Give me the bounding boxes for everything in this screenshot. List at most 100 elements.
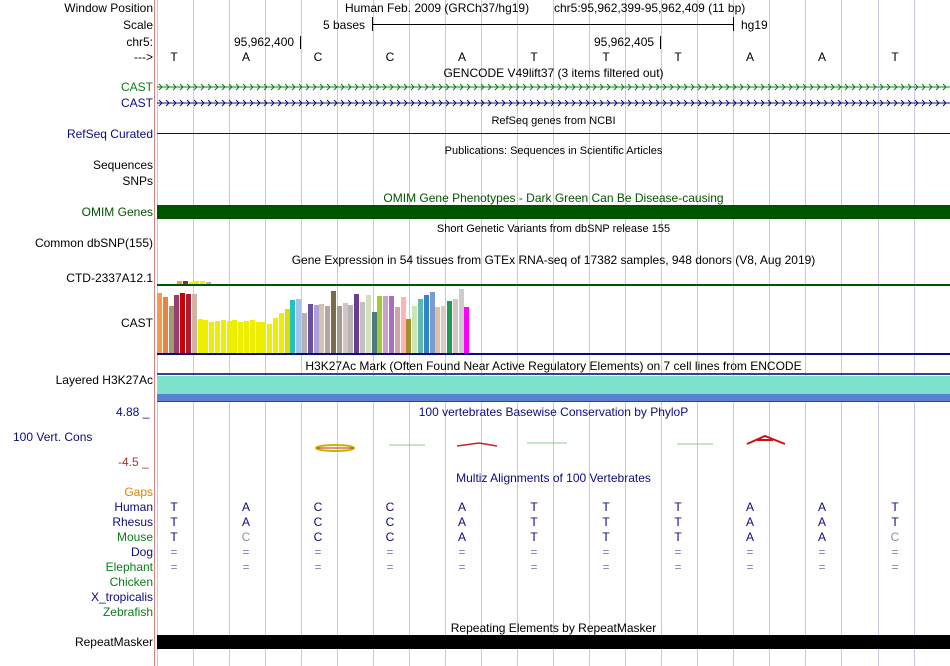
gtex-tissue-bar[interactable]: [244, 321, 249, 353]
gtex-tissue-bar[interactable]: [182, 281, 188, 284]
coord-tick-2: [660, 36, 661, 49]
gtex-tissue-bar[interactable]: [220, 320, 226, 353]
gtex-tissue-bar[interactable]: [336, 306, 342, 353]
gtex-tissue-bar[interactable]: [429, 292, 435, 353]
species-label[interactable]: Mouse: [116, 530, 153, 544]
species-label[interactable]: Elephant: [105, 560, 153, 574]
gtex-tissue-bar[interactable]: [319, 304, 325, 353]
species-label[interactable]: Dog: [130, 545, 153, 559]
alignment-base: A: [241, 515, 250, 529]
gtex-tissue-bar[interactable]: [267, 324, 273, 353]
alignment-base: T: [674, 515, 682, 529]
gtex-tissue-bar[interactable]: [307, 304, 313, 353]
gtex-tissue-bar[interactable]: [206, 282, 211, 284]
gtex-tissue-bar[interactable]: [325, 306, 331, 353]
gtex-tissue-bar[interactable]: [168, 306, 174, 353]
gtex-tissue-bar[interactable]: [406, 319, 412, 353]
gtex-tissue-bar[interactable]: [342, 303, 348, 353]
species-label[interactable]: Chicken: [109, 575, 153, 589]
gtex-tissue-bar[interactable]: [188, 282, 194, 284]
repeat-label[interactable]: RepeatMasker: [74, 635, 153, 649]
gtex-tissue-bar[interactable]: [209, 322, 215, 353]
alignment-base: T: [602, 515, 610, 529]
gtex-tissue-bar[interactable]: [458, 289, 464, 353]
gtex-tissue-bar[interactable]: [400, 297, 406, 353]
omim-label[interactable]: OMIM Genes: [81, 205, 153, 219]
reference-base: T: [170, 50, 178, 64]
gtex-tissue-bar[interactable]: [273, 318, 278, 353]
gtex-tissue-bar[interactable]: [197, 319, 203, 353]
gencode-item-label-1[interactable]: CAST: [120, 80, 153, 94]
gtex-tissue-bar[interactable]: [238, 322, 244, 353]
alignment-base: T: [891, 500, 899, 514]
gtex-item-label-2[interactable]: CAST: [120, 316, 153, 330]
gtex-tissue-bar[interactable]: [394, 307, 400, 353]
gtex-tissue-bar[interactable]: [215, 321, 220, 353]
guide-line: [878, 0, 879, 666]
gtex-tissue-bar[interactable]: [464, 307, 470, 353]
gtex-tissue-bar[interactable]: [389, 296, 394, 353]
gtex-tissue-bar[interactable]: [226, 321, 232, 353]
gtex-tissue-bar[interactable]: [194, 281, 200, 284]
reference-base: C: [313, 50, 323, 64]
gtex-tissue-bar[interactable]: [377, 296, 383, 353]
gtex-tissue-bar[interactable]: [255, 322, 261, 353]
species-label[interactable]: Zebrafish: [102, 605, 153, 619]
gtex-tissue-bar[interactable]: [452, 299, 458, 353]
gtex-tissue-bar[interactable]: [354, 294, 360, 353]
gtex-tissue-bar[interactable]: [296, 299, 302, 353]
gtex-tissue-bar[interactable]: [232, 320, 238, 353]
gtex-tissue-bar[interactable]: [186, 294, 191, 353]
gtex-tissue-bar[interactable]: [447, 301, 452, 353]
gtex-tissue-bar[interactable]: [302, 313, 307, 353]
gtex-tissue-bar[interactable]: [191, 294, 197, 353]
gtex-tissue-bar[interactable]: [174, 295, 180, 353]
gencode-transcript-1[interactable]: [157, 83, 950, 91]
guide-line: [914, 0, 915, 666]
gtex-tissue-bar[interactable]: [441, 306, 447, 353]
gtex-tissue-bar[interactable]: [360, 302, 365, 353]
gtex-tissue-bar[interactable]: [278, 313, 284, 353]
gtex-tissue-bar[interactable]: [331, 291, 336, 353]
h3k27-bottom-line: [157, 401, 950, 402]
repeat-element-bar[interactable]: [157, 635, 950, 649]
gencode-item-label-2[interactable]: CAST: [120, 96, 153, 110]
gtex-tissue-bar[interactable]: [261, 322, 267, 353]
reference-base: C: [385, 50, 395, 64]
gtex-tissue-bar[interactable]: [180, 293, 186, 353]
guide-line: [481, 0, 482, 666]
gtex-tissue-bar[interactable]: [284, 309, 290, 353]
gtex-tissue-bar[interactable]: [157, 293, 162, 353]
species-label[interactable]: X_tropicalis: [90, 590, 153, 604]
species-label[interactable]: Human: [114, 500, 153, 514]
gtex-tissue-bar[interactable]: [249, 320, 255, 353]
h3k27-signal[interactable]: [157, 376, 950, 394]
gencode-transcript-2[interactable]: [157, 99, 950, 107]
gtex-tissue-bar[interactable]: [290, 300, 296, 353]
h3k27-label[interactable]: Layered H3K27Ac: [55, 373, 153, 387]
alignment-base: =: [818, 545, 826, 559]
gtex-tissue-bar[interactable]: [177, 281, 182, 284]
gtex-tissue-bar[interactable]: [203, 320, 209, 353]
gtex-tissue-bar[interactable]: [383, 296, 389, 353]
omim-gene-bar[interactable]: [157, 205, 950, 219]
refseq-transcript[interactable]: [157, 133, 950, 134]
gtex-tissue-bar[interactable]: [412, 306, 418, 353]
assembly-label: hg19: [741, 18, 768, 32]
gtex-tissue-bar[interactable]: [313, 305, 319, 353]
gtex-tissue-bar[interactable]: [418, 299, 423, 353]
species-label[interactable]: Rhesus: [112, 515, 153, 529]
phylop-label[interactable]: 100 Vert. Cons: [13, 430, 93, 444]
gtex-tissue-bar[interactable]: [162, 297, 168, 353]
gtex-tissue-bar[interactable]: [371, 312, 377, 353]
gtex-tissue-bar[interactable]: [423, 295, 429, 353]
gtex-tissue-bar[interactable]: [435, 307, 441, 353]
h3k27-signal-blue[interactable]: [157, 394, 950, 401]
gtex-tissue-bar[interactable]: [348, 305, 354, 353]
gtex-item-label-1[interactable]: CTD-2337A12.1: [66, 271, 153, 285]
refseq-label[interactable]: RefSeq Curated: [66, 127, 153, 141]
phylop-graph[interactable]: [157, 432, 950, 452]
gtex-tissue-bar[interactable]: [200, 281, 206, 284]
gtex-tissue-bar[interactable]: [365, 295, 371, 353]
